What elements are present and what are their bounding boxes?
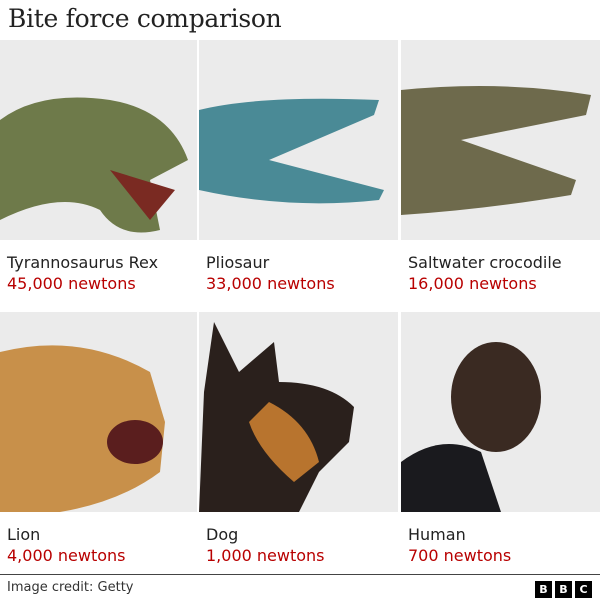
- animal-card-crocodile: Saltwater crocodile 16,000 newtons: [401, 40, 600, 295]
- animal-name: Pliosaur: [206, 253, 270, 272]
- bite-force-value: 4,000 newtons: [7, 546, 126, 565]
- animal-card-dog: Dog 1,000 newtons: [199, 312, 398, 567]
- bite-force-value: 700 newtons: [408, 546, 512, 565]
- animal-name: Dog: [206, 525, 239, 544]
- bite-force-value: 16,000 newtons: [408, 274, 537, 293]
- lion-image: [0, 312, 197, 512]
- logo-letter: B: [555, 581, 572, 598]
- image-credit: Image credit: Getty: [7, 580, 134, 595]
- animal-name: Lion: [7, 525, 41, 544]
- pliosaur-image: [199, 40, 398, 240]
- animal-name: Tyrannosaurus Rex: [7, 253, 159, 272]
- animal-card-pliosaur: Pliosaur 33,000 newtons: [199, 40, 398, 295]
- trex-image: [0, 40, 197, 240]
- animal-card-trex: Tyrannosaurus Rex 45,000 newtons: [0, 40, 197, 295]
- animal-card-lion: Lion 4,000 newtons: [0, 312, 197, 567]
- crocodile-image: [401, 40, 600, 240]
- logo-letter: B: [535, 581, 552, 598]
- dog-image: [199, 312, 398, 512]
- animal-name: Human: [408, 525, 466, 544]
- footer-divider: [0, 574, 600, 575]
- bite-force-value: 1,000 newtons: [206, 546, 325, 565]
- chart-title: Bite force comparison: [8, 4, 282, 33]
- bite-force-value: 33,000 newtons: [206, 274, 335, 293]
- animal-name: Saltwater crocodile: [408, 253, 562, 272]
- bite-force-value: 45,000 newtons: [7, 274, 136, 293]
- logo-letter: C: [575, 581, 592, 598]
- human-image: [401, 312, 600, 512]
- animal-card-human: Human 700 newtons: [401, 312, 600, 567]
- bbc-logo: B B C: [535, 581, 592, 598]
